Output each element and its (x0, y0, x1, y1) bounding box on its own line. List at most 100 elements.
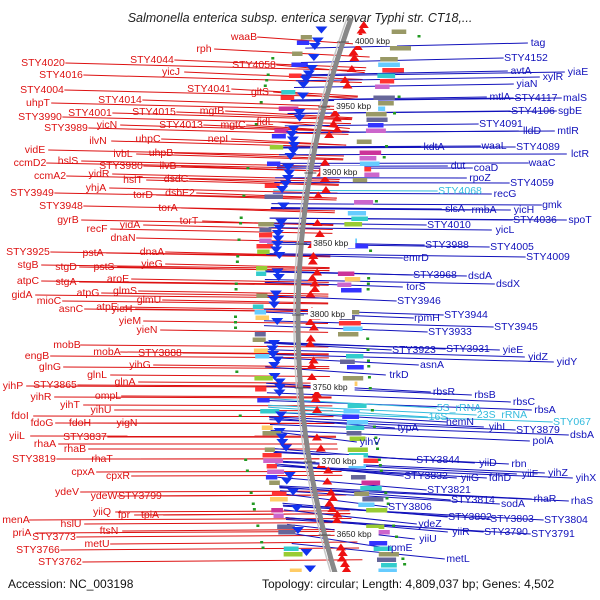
gene-label[interactable]: STY4016 (39, 69, 83, 81)
gene-label[interactable]: torS (406, 281, 425, 293)
gene-label[interactable]: STY3990 (18, 111, 62, 123)
gene-label[interactable]: yieN (136, 324, 157, 336)
gene-label[interactable]: yicH (514, 204, 534, 216)
gene-label[interactable]: yihU (90, 404, 111, 416)
gene-label[interactable]: ydeW (91, 490, 118, 502)
gene-label[interactable]: STY3989 (44, 122, 88, 134)
gene-label[interactable]: STY4009 (526, 251, 570, 263)
gene-label[interactable]: asnC (59, 303, 84, 315)
gene-label[interactable]: yiaE (568, 66, 588, 78)
gene-label[interactable]: torT (180, 215, 199, 227)
gene-label[interactable]: STY3944 (444, 309, 488, 321)
gene-label[interactable]: rpoZ (469, 172, 491, 184)
gene-label[interactable]: 16S (429, 411, 448, 423)
gene-label[interactable]: waaB (230, 31, 257, 43)
gene-label[interactable]: tag (531, 37, 546, 49)
gene-label[interactable]: priA (13, 527, 32, 539)
gene-label[interactable]: tpiA (141, 509, 159, 521)
gene-label[interactable]: sodA (501, 498, 525, 510)
gene-label[interactable]: yiiL (9, 430, 25, 442)
gene-label[interactable]: mtlA (490, 91, 511, 103)
gene-label[interactable]: STY3844 (416, 454, 460, 466)
gene-label[interactable]: gmk (542, 199, 563, 211)
gene-label[interactable]: dut (451, 160, 466, 172)
gene-label[interactable]: STY3946 (397, 295, 441, 307)
gene-label[interactable]: atpG (77, 287, 100, 299)
gene-label[interactable]: coaD (474, 162, 499, 174)
gene-label[interactable]: uhpT (26, 97, 51, 109)
gene-label[interactable]: cpxA (71, 466, 94, 478)
gene-label[interactable]: STY4106 (511, 105, 555, 117)
gene-label[interactable]: STY3837 (63, 431, 107, 443)
gene-label[interactable]: atpC (17, 275, 40, 287)
gene-label[interactable]: lldD (523, 125, 542, 137)
gene-label[interactable]: rhaA (34, 438, 56, 450)
gene-label[interactable]: fpr (118, 509, 131, 521)
gene-label[interactable]: gltS (251, 86, 269, 98)
gene-label[interactable]: dsbE2 (165, 187, 195, 199)
gene-label[interactable]: STY3799 (118, 490, 162, 502)
gene-label[interactable]: typA (397, 422, 418, 434)
gene-label[interactable]: dnaA (140, 246, 165, 258)
gene-label[interactable]: STY3931 (446, 343, 490, 355)
gene-label[interactable]: STY3790 (484, 526, 528, 538)
gene-label[interactable]: STY4036 (513, 214, 557, 226)
gene-label[interactable]: STY4001 (68, 107, 112, 119)
gene-label[interactable]: uhpC (135, 133, 161, 145)
gene-label[interactable]: polA (532, 435, 553, 447)
gene-label[interactable]: yiiG (461, 472, 479, 484)
gene-label[interactable]: STY4013 (159, 119, 203, 131)
gene-label[interactable]: STY3821 (427, 484, 471, 496)
gene-label[interactable]: pstS (93, 261, 114, 273)
gene-label[interactable]: menA (2, 514, 29, 526)
gene-label[interactable]: ydeV (55, 486, 79, 498)
gene-label[interactable]: rmbA (471, 204, 496, 216)
gene-label[interactable]: mgtC (220, 119, 246, 131)
gene-label[interactable]: ccmD2 (14, 157, 47, 169)
gene-label[interactable]: rbsB (474, 389, 496, 401)
gene-label[interactable]: dsbA (570, 429, 594, 441)
gene-label[interactable]: rhaS (571, 495, 593, 507)
gene-label[interactable]: STY4014 (98, 94, 142, 106)
gene-label[interactable]: hslS (58, 155, 78, 167)
gene-label[interactable]: STY3832 (404, 470, 448, 482)
gene-label[interactable]: STY4058 (232, 59, 276, 71)
gene-label[interactable]: rbsR (433, 386, 456, 398)
gene-label[interactable]: yihV (360, 436, 380, 448)
gene-label[interactable]: malS (563, 92, 587, 104)
gene-label[interactable]: recF (87, 223, 108, 235)
gene-label[interactable]: mgtB (200, 105, 225, 117)
gene-label[interactable]: trkD (389, 369, 409, 381)
gene-label[interactable]: rph (196, 43, 211, 55)
gene-label[interactable]: STY4020 (21, 57, 65, 69)
gene-label[interactable]: kdtA (423, 141, 444, 153)
gene-label[interactable]: STY4015 (132, 106, 176, 118)
gene-label[interactable]: rhaT (91, 453, 113, 465)
gene-label[interactable]: rbn (511, 458, 526, 470)
gene-label[interactable]: dsdA (468, 270, 492, 282)
gene-label[interactable]: ivbL (113, 148, 132, 160)
gene-label[interactable]: atpE (96, 301, 118, 313)
gene-label[interactable]: rbsA (534, 404, 556, 416)
gene-label[interactable]: yidY (557, 356, 577, 368)
gene-label[interactable]: mtlR (557, 125, 579, 137)
gene-label[interactable]: STY3925 (6, 246, 50, 258)
gene-label[interactable]: ompL (95, 390, 121, 402)
gene-label[interactable]: STY4059 (510, 177, 554, 189)
gene-label[interactable]: STY3988 (425, 239, 469, 251)
gene-label[interactable]: metU (84, 538, 109, 550)
gene-label[interactable]: STY4005 (490, 241, 534, 253)
gene-label[interactable]: STY3980 (99, 160, 143, 172)
gene-label[interactable]: hslT (123, 174, 143, 186)
gene-label[interactable]: STY3803 (490, 513, 534, 525)
gene-label[interactable]: STY4041 (187, 83, 231, 95)
gene-label[interactable]: STY4068 (438, 185, 482, 197)
gene-label[interactable]: spoT (568, 214, 592, 226)
gene-label[interactable]: rpmH (414, 312, 440, 324)
gene-label[interactable]: yihG (129, 359, 151, 371)
gene-label[interactable]: stgA (55, 276, 76, 288)
gene-label[interactable]: rhaR (534, 493, 557, 505)
gene-label[interactable]: yieM (119, 315, 141, 327)
gene-label[interactable]: STY3968 (413, 269, 457, 281)
gene-label[interactable]: yiiU (419, 533, 437, 545)
